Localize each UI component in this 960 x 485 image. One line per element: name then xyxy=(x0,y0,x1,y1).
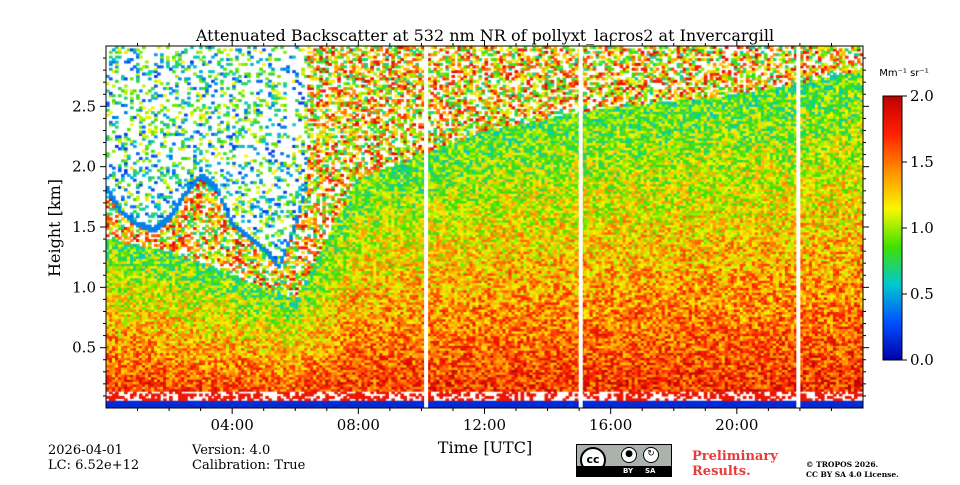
backscatter-heatmap xyxy=(106,46,863,408)
copyright-line1: © TROPOS 2026. xyxy=(806,460,879,469)
x-axis-label: Time [UTC] xyxy=(438,438,532,457)
preliminary-line1: Preliminary xyxy=(692,449,778,464)
copyright-line2: CC BY SA 4.0 License. xyxy=(806,470,899,479)
colorbar-tick-label: 0.0 xyxy=(910,351,934,369)
x-tick-label: 08:00 xyxy=(337,416,380,434)
x-tick-label: 04:00 xyxy=(211,416,254,434)
preliminary-line2: Results. xyxy=(692,464,751,479)
share-alike-icon: ↻ xyxy=(643,447,659,463)
colorbar-tick-label: 1.0 xyxy=(910,219,934,237)
y-tick-label: 2.0 xyxy=(72,158,96,176)
chart-title: Attenuated Backscatter at 532 nm NR of p… xyxy=(195,26,774,45)
heatmap-raster xyxy=(106,46,863,408)
x-tick-label: 20:00 xyxy=(715,416,758,434)
colorbar xyxy=(882,95,903,361)
colorbar-tick-label: 0.5 xyxy=(910,285,934,303)
badge-strip xyxy=(577,466,671,476)
footer-version: Version: 4.0 xyxy=(192,443,271,458)
y-tick-label: 2.5 xyxy=(72,97,96,115)
colorbar-axis: 0.0 0.5 1.0 1.5 2.0 xyxy=(902,87,934,369)
footer-date: 2026-04-01 xyxy=(48,443,123,458)
x-axis: 04:00 08:00 12:00 16:00 20:00 xyxy=(137,40,832,434)
x-tick-label: 16:00 xyxy=(589,416,632,434)
y-tick-label: 1.0 xyxy=(72,278,96,296)
colorbar-tick-label: 1.5 xyxy=(910,153,934,171)
data-gap xyxy=(424,46,429,408)
footer-lc: LC: 6.52e+12 xyxy=(48,458,140,473)
badge-sa-label: SA xyxy=(645,467,656,475)
data-gap xyxy=(796,46,801,408)
attribution-person-icon: ● xyxy=(621,447,637,463)
colorbar-tick-label: 2.0 xyxy=(910,87,934,105)
y-axis-label: Height [km] xyxy=(45,179,64,277)
preliminary-notice: Preliminary Results. xyxy=(692,449,778,479)
x-tick-label: 12:00 xyxy=(463,416,506,434)
cc-license-badge: cc ● ↻ BY SA xyxy=(576,444,672,477)
data-gap xyxy=(578,46,583,408)
y-axis: 0.5 1.0 1.5 2.0 2.5 xyxy=(72,57,869,397)
badge-by-label: BY xyxy=(623,467,634,475)
colorbar-unit: Mm⁻¹ sr⁻¹ xyxy=(879,68,928,79)
copyright-notice: © TROPOS 2026. CC BY SA 4.0 License. xyxy=(806,460,899,480)
y-tick-label: 1.5 xyxy=(72,218,96,236)
y-tick-label: 0.5 xyxy=(72,339,96,357)
footer-calibration: Calibration: True xyxy=(192,458,306,473)
